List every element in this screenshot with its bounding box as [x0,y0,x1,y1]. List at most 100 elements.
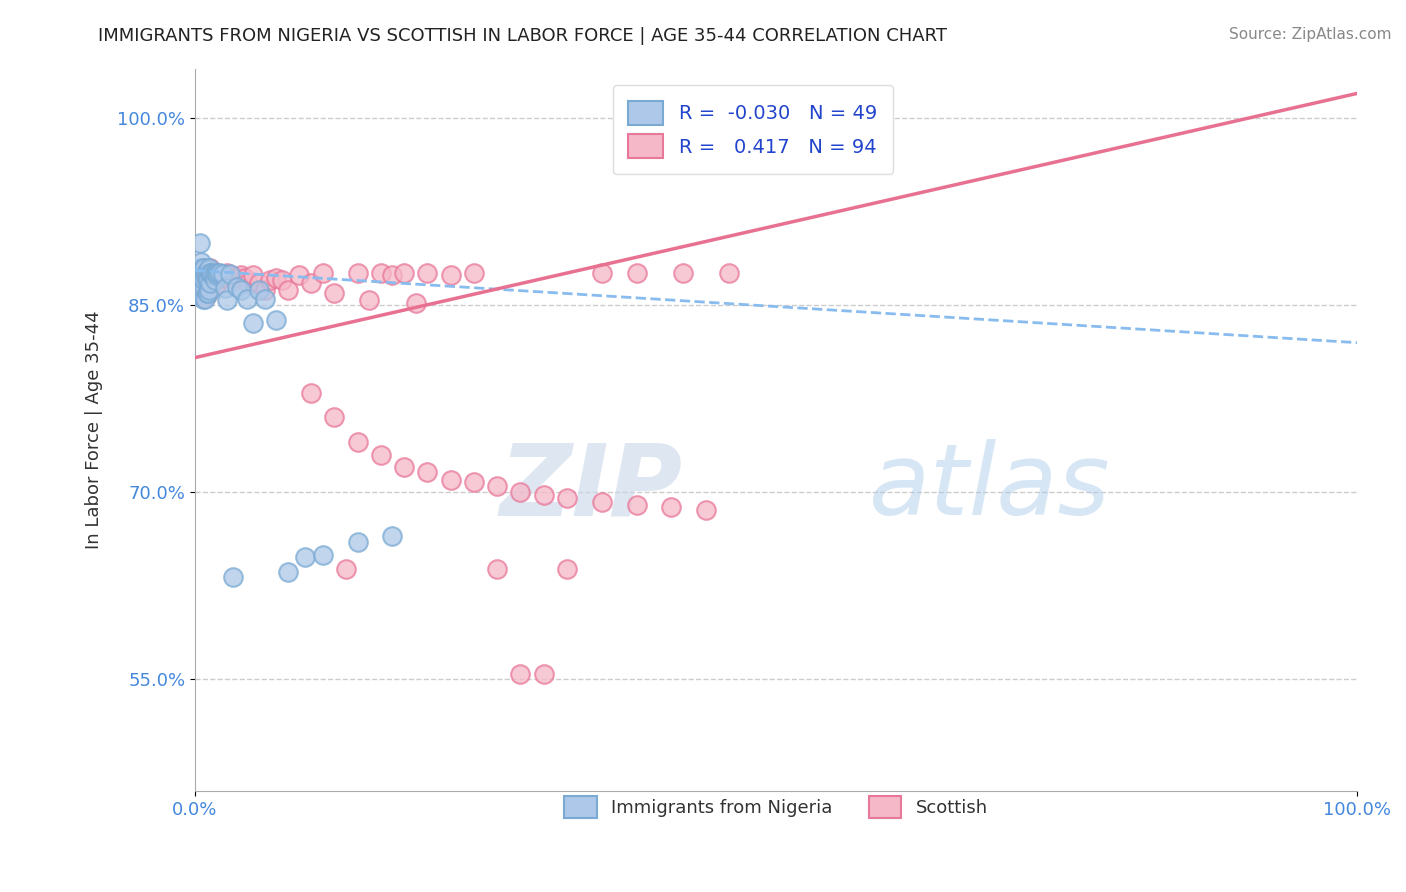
Point [198,266,221,280]
Point [191,285,214,300]
Point [228,271,250,285]
Point [191,276,214,290]
Point [231,283,253,297]
Point [208,271,231,285]
Point [416,266,439,280]
Point [186,273,208,287]
Point [205,266,228,280]
Point [555,562,578,576]
Point [672,266,695,280]
Point [195,267,218,281]
Point [211,267,233,281]
Point [193,273,215,287]
Point [193,291,215,305]
Point [661,500,683,515]
Point [218,267,240,281]
Point [533,667,555,681]
Point [188,235,211,250]
Point [277,565,299,579]
Point [335,562,357,576]
Point [198,276,221,290]
Point [346,535,368,549]
Point [193,266,215,280]
Point [188,276,211,290]
Point [191,260,214,275]
Point [214,271,236,285]
Point [197,278,219,293]
Point [194,266,217,280]
Point [312,266,335,280]
Point [202,268,225,283]
Point [555,491,578,506]
Point [211,268,233,283]
Point [259,273,281,287]
Point [201,271,224,285]
Point [194,278,217,293]
Point [277,283,299,297]
Point [198,260,221,275]
Point [207,268,229,283]
Point [299,276,322,290]
Point [392,460,415,475]
Y-axis label: In Labor Force | Age 35-44: In Labor Force | Age 35-44 [86,310,103,549]
Point [205,276,228,290]
Point [190,254,212,268]
Point [186,263,208,277]
Point [198,266,221,280]
Point [346,435,368,450]
Point [191,263,214,277]
Point [233,271,256,285]
Point [190,276,212,290]
Point [299,385,322,400]
Point [197,273,219,287]
Point [217,293,239,308]
Point [209,266,232,280]
Point [323,285,346,300]
Point [197,285,219,300]
Point [247,283,270,297]
Point [197,266,219,280]
Point [191,273,214,287]
Legend: Immigrants from Nigeria, Scottish: Immigrants from Nigeria, Scottish [557,789,995,826]
Point [188,285,211,300]
Point [197,263,219,277]
Point [392,266,415,280]
Point [193,276,215,290]
Point [195,260,218,275]
Point [626,266,648,280]
Point [253,283,276,297]
Point [288,268,311,283]
Point [718,266,741,280]
Point [271,273,294,287]
Point [205,271,228,285]
Point [198,276,221,290]
Point [509,667,531,681]
Point [198,283,221,297]
Point [194,292,217,306]
Point [198,260,221,275]
Point [187,283,209,297]
Point [695,502,717,516]
Point [626,498,648,512]
Point [222,570,245,584]
Point [191,292,214,306]
Point [231,268,253,283]
Point [439,473,461,487]
Point [225,273,247,287]
Text: ZIP: ZIP [501,439,683,536]
Point [242,316,264,330]
Point [202,268,225,283]
Point [217,266,239,280]
Point [195,288,218,302]
Point [405,295,427,310]
Point [193,279,215,293]
Point [323,410,346,425]
Point [207,266,229,280]
Point [194,267,217,281]
Point [225,279,247,293]
Point [264,313,287,327]
Point [190,273,212,287]
Point [312,548,335,562]
Point [191,267,214,281]
Text: atlas: atlas [869,439,1111,536]
